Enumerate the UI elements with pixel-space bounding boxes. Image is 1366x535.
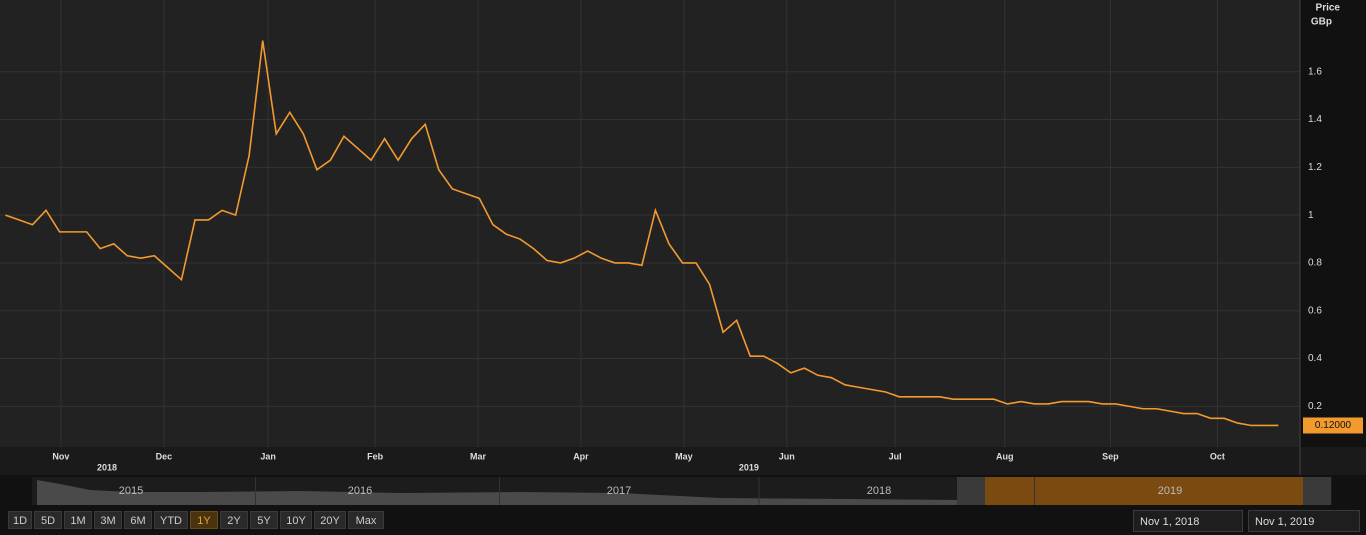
navigator-label: 2015 [119, 485, 143, 497]
y-tick-label: 1 [1308, 210, 1314, 221]
range-button[interactable]: 5D [34, 511, 62, 529]
y-tick-label: 1.2 [1308, 162, 1322, 173]
last-price-box [1303, 417, 1363, 434]
interval-box[interactable]: Daily ▼ [153, 10, 248, 32]
x-tick-label: Feb [367, 451, 384, 461]
x-tick-label: May [675, 451, 693, 461]
navigator-handle[interactable] [1303, 477, 1331, 505]
y-axis-title: Price [1316, 3, 1341, 14]
x-tick-label: Oct [1210, 451, 1225, 461]
close-price: C 0.12000 [51, 16, 103, 28]
range-button[interactable]: 1D [8, 511, 32, 529]
navigator-label: 2018 [867, 485, 891, 497]
range-button[interactable]: 10Y [280, 511, 312, 529]
symbol: EQTE.L [16, 17, 49, 27]
last-price-label: 0.12000 [1315, 420, 1352, 431]
navigator-label: 2017 [607, 485, 631, 497]
navigator-label: 2019 [1158, 485, 1182, 497]
dropdown-arrow: ▼ [230, 17, 239, 27]
add-button[interactable]: + [258, 8, 286, 30]
range-button[interactable]: 5Y [250, 511, 278, 529]
x-tick-label: Jan [260, 451, 276, 461]
x-tick-label: Sep [1102, 451, 1119, 461]
dropdown-arrow: ▼ [126, 17, 135, 27]
x-tick-label: Dec [156, 451, 173, 461]
x-tick-label: Apr [573, 451, 589, 461]
navigator-area [37, 480, 960, 505]
x-tick-label: Mar [470, 451, 487, 461]
year-label: 2019 [739, 462, 759, 472]
start-date-text: Nov 1, 2018 [1140, 516, 1200, 528]
symbol-box[interactable]: EQTE.L C 0.12000 ▼ [9, 10, 144, 32]
interval: Daily [160, 16, 185, 28]
year-label: 2018 [97, 462, 117, 472]
range-button[interactable]: 20Y [314, 511, 346, 529]
y-tick-label: 0.4 [1308, 353, 1322, 364]
x-tick-label: Nov [52, 451, 69, 461]
y-tick-label: 0.6 [1308, 305, 1322, 316]
y-tick-label: 1.4 [1308, 114, 1322, 125]
range-button[interactable]: Max [348, 511, 384, 529]
plot-background [0, 0, 1300, 447]
navigator [32, 477, 1332, 505]
range-button[interactable]: 3M [94, 511, 122, 529]
range-button[interactable]: 6M [124, 511, 152, 529]
y-tick-label: 0.2 [1308, 401, 1322, 412]
grid [0, 0, 1300, 447]
x-tick-label: Jun [779, 451, 795, 461]
end-date[interactable]: Nov 1, 2019 [1248, 510, 1360, 532]
y-tick-label: 0.8 [1308, 258, 1322, 269]
navigator-handle[interactable] [957, 477, 985, 505]
y-axis-unit: GBp [1311, 17, 1332, 28]
range-button[interactable]: 1M [64, 511, 92, 529]
start-date[interactable]: Nov 1, 2018 [1133, 510, 1243, 532]
range-button[interactable]: YTD [154, 511, 188, 529]
range-button[interactable]: 2Y [220, 511, 248, 529]
price-line [5, 40, 1279, 427]
range-button[interactable]: 1Y [190, 511, 218, 529]
navigator-label: 2016 [348, 485, 372, 497]
y-tick-label: 1.6 [1308, 66, 1322, 77]
navigator-selection [985, 477, 1303, 505]
x-tick-label: Jul [889, 451, 902, 461]
end-date-text: Nov 1, 2019 [1255, 516, 1315, 528]
x-axis-strip [0, 447, 1366, 475]
x-tick-label: Aug [996, 451, 1014, 461]
